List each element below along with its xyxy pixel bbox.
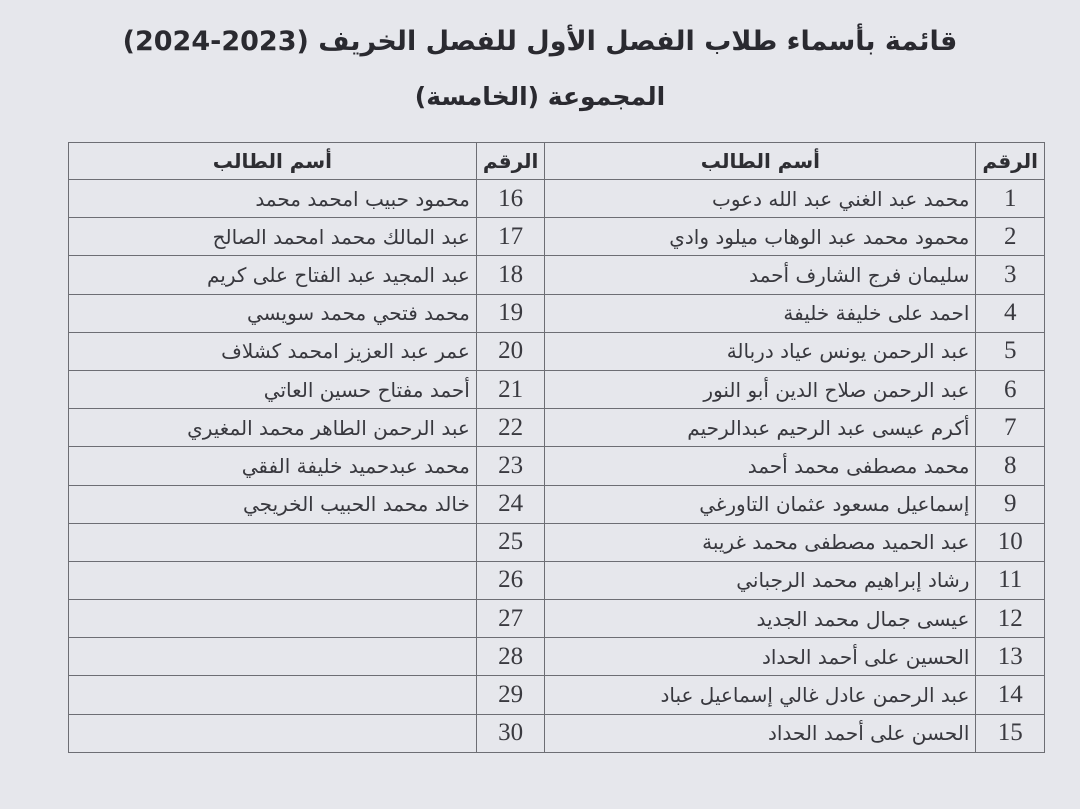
- student-name: [68, 675, 477, 715]
- table-row: 6 عبد الرحمن صلاح الدين أبو النور 21 أحمد م…: [68, 369, 1045, 410]
- table-row: 7 أكرم عيسى عبد الرحيم عبدالرحيم 22 عبد الر…: [68, 408, 1045, 448]
- header-name: أسم الطالب: [544, 142, 977, 180]
- student-name: عبد الرحمن الطاهر محمد المغيري: [68, 408, 477, 448]
- student-name: محمد عبدحميد خليفة الفقي: [68, 446, 477, 486]
- student-number: 3: [975, 255, 1045, 295]
- student-name: أحمد مفتاح حسين العاتي: [68, 369, 477, 410]
- student-name: محمود محمد عبد الوهاب ميلود وادي: [544, 217, 977, 257]
- student-number: 16: [475, 178, 546, 219]
- student-number: 28: [475, 637, 546, 677]
- student-name: [68, 713, 477, 753]
- student-name: [68, 637, 477, 677]
- student-name: محمود حبيب امحمد محمد: [68, 178, 477, 219]
- table-row: 11 رشاد إبراهيم محمد الرجباني 26: [68, 560, 1045, 601]
- student-name: عبد المالك محمد امحمد الصالح: [68, 217, 477, 257]
- student-number: 24: [475, 484, 546, 524]
- student-name: عبد الرحمن يونس عياد دربالة: [544, 331, 977, 371]
- student-number: 6: [975, 369, 1045, 410]
- student-number: 22: [475, 408, 546, 448]
- student-table: الرقم أسم الطالب الرقم أسم الطالب 1 محمد …: [68, 142, 1045, 753]
- header-number: الرقم: [475, 142, 546, 180]
- student-name: عبد الرحمن عادل غالي إسماعيل عباد: [544, 675, 977, 715]
- student-number: 10: [975, 522, 1045, 562]
- student-number: 19: [475, 293, 546, 333]
- student-number: 26: [475, 560, 546, 601]
- student-number: 7: [975, 408, 1045, 448]
- table-row: 12 عيسى جمال محمد الجديد 27: [68, 599, 1045, 639]
- student-name: إسماعيل مسعود عثمان التاورغي: [544, 484, 977, 524]
- student-number: 5: [975, 331, 1045, 371]
- table-row: 2 محمود محمد عبد الوهاب ميلود وادي 17 عبد ا…: [68, 217, 1045, 257]
- student-number: 4: [975, 293, 1045, 333]
- student-name: رشاد إبراهيم محمد الرجباني: [544, 560, 977, 601]
- table-row: 9 إسماعيل مسعود عثمان التاورغي 24 خالد محمد…: [68, 484, 1045, 524]
- table-row: 1 محمد عبد الغني عبد الله دعوب 16 محمود حبي…: [68, 178, 1045, 219]
- student-number: 14: [975, 675, 1045, 715]
- student-number: 12: [975, 599, 1045, 639]
- student-number: 11: [975, 560, 1045, 601]
- student-number: 17: [475, 217, 546, 257]
- document-subtitle: المجموعة (الخامسة): [414, 82, 666, 111]
- student-name: احمد على خليفة خليفة: [544, 293, 977, 333]
- student-name: الحسن على أحمد الحداد: [544, 713, 977, 753]
- student-name: عمر عبد العزيز امحمد كشلاف: [68, 331, 477, 371]
- student-number: 13: [975, 637, 1045, 677]
- student-number: 21: [475, 369, 546, 410]
- table-row: 10 عبد الحميد مصطفى محمد غريبة 25: [68, 522, 1045, 562]
- student-name: أكرم عيسى عبد الرحيم عبدالرحيم: [544, 408, 977, 448]
- student-number: 27: [475, 599, 546, 639]
- table-row: 5 عبد الرحمن يونس عياد دربالة 20 عمر عبد ال…: [68, 331, 1045, 371]
- student-name: محمد مصطفى محمد أحمد: [544, 446, 977, 486]
- student-number: 23: [475, 446, 546, 486]
- table-row: 3 سليمان فرج الشارف أحمد 18 عبد المجيد عبد …: [68, 255, 1045, 295]
- table-header-row: الرقم أسم الطالب الرقم أسم الطالب: [68, 142, 1045, 180]
- student-name: عيسى جمال محمد الجديد: [544, 599, 977, 639]
- student-name: محمد عبد الغني عبد الله دعوب: [544, 178, 977, 219]
- student-number: 15: [975, 713, 1045, 753]
- table-row: 4 احمد على خليفة خليفة 19 محمد فتحي محمد سو…: [68, 293, 1045, 333]
- header-number: الرقم: [975, 142, 1045, 180]
- student-name: الحسين على أحمد الحداد: [544, 637, 977, 677]
- student-name: عبد الحميد مصطفى محمد غريبة: [544, 522, 977, 562]
- student-name: سليمان فرج الشارف أحمد: [544, 255, 977, 295]
- table-row: 13 الحسين على أحمد الحداد 28: [68, 637, 1045, 677]
- student-number: 20: [475, 331, 546, 371]
- document-title: قائمة بأسماء طلاب الفصل الأول للفصل الخر…: [122, 26, 958, 57]
- student-name: [68, 522, 477, 562]
- student-number: 25: [475, 522, 546, 562]
- table-row: 8 محمد مصطفى محمد أحمد 23 محمد عبدحميد خليف…: [68, 446, 1045, 486]
- table-row: 14 عبد الرحمن عادل غالي إسماعيل عباد 29: [68, 675, 1045, 715]
- student-number: 9: [975, 484, 1045, 524]
- student-number: 2: [975, 217, 1045, 257]
- student-number: 8: [975, 446, 1045, 486]
- student-number: 30: [475, 713, 546, 753]
- header-name: أسم الطالب: [68, 142, 477, 180]
- student-number: 18: [475, 255, 546, 295]
- student-name: عبد المجيد عبد الفتاح على كريم: [68, 255, 477, 295]
- student-name: عبد الرحمن صلاح الدين أبو النور: [544, 369, 977, 410]
- student-name: [68, 599, 477, 639]
- student-name: خالد محمد الحبيب الخريجي: [68, 484, 477, 524]
- student-name: [68, 560, 477, 601]
- student-number: 1: [975, 178, 1045, 219]
- table-row: 15 الحسن على أحمد الحداد 30: [68, 713, 1045, 753]
- student-number: 29: [475, 675, 546, 715]
- student-name: محمد فتحي محمد سويسي: [68, 293, 477, 333]
